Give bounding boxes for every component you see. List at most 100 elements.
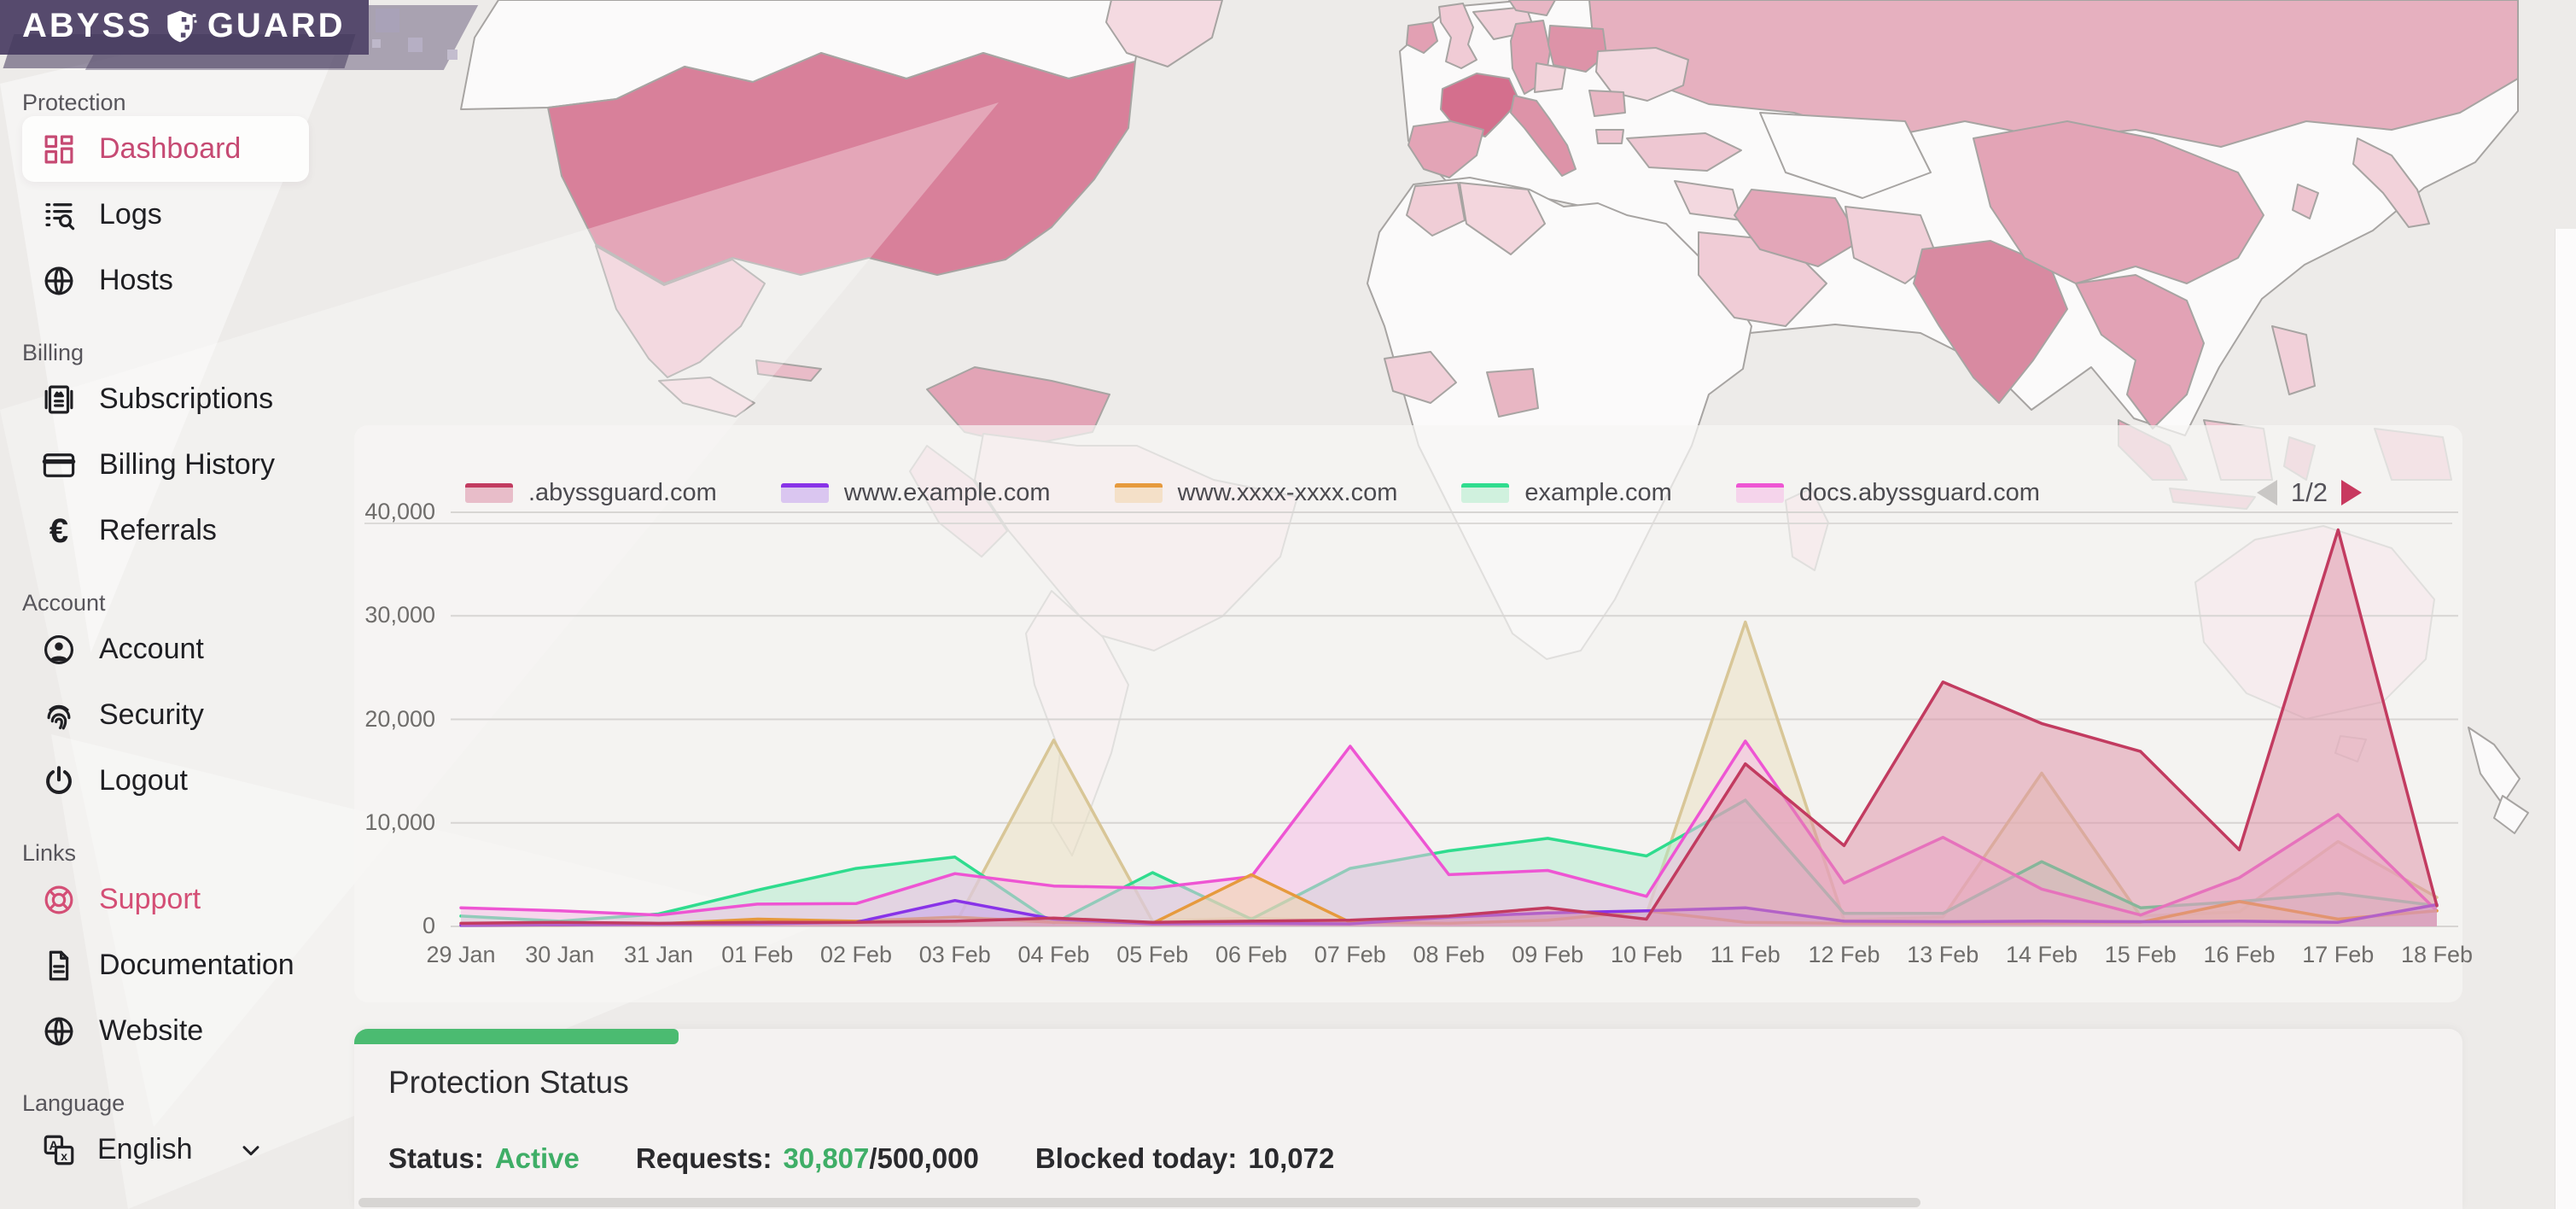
section-label-billing: Billing <box>22 340 85 365</box>
nav-section-links: Links Support Documentation Website <box>22 839 341 1064</box>
legend-item-www-example-com[interactable]: www.example.com <box>780 478 1051 507</box>
sidebar-item-label: Subscriptions <box>99 383 274 415</box>
legend-label: example.com <box>1524 478 1672 506</box>
legend-item-abyssguard-com[interactable]: .abyssguard.com <box>465 479 717 507</box>
legend-item-docs-abyssguard-com[interactable]: docs.abyssguard.com <box>1735 478 2040 507</box>
map-korea <box>2292 184 2319 219</box>
x-tick-label: 14 Feb <box>2005 942 2078 967</box>
logs-icon <box>41 197 77 233</box>
x-tick-label: 31 Jan <box>623 942 694 967</box>
sidebar-nav: Protection Dashboard Logs Hosts Billing Subsc… <box>0 55 341 1183</box>
requests-used: 30,807 <box>783 1142 870 1174</box>
map-india <box>1913 240 2068 404</box>
map-france <box>1440 73 1520 137</box>
map-central-america <box>658 377 755 418</box>
language-selected-value: English <box>97 1133 193 1165</box>
legend-label: docs.abyssguard.com <box>1798 478 2040 506</box>
map-se-asia <box>2075 274 2205 429</box>
credit-card-icon <box>41 447 77 483</box>
x-tick-label: 08 Feb <box>1413 942 1485 967</box>
status-row: Status: Active Requests: 30,807/500,000 … <box>388 1142 1334 1175</box>
blocked-label: Blocked today: <box>1034 1142 1238 1174</box>
pixel-decoration <box>376 9 399 32</box>
shield-icon <box>167 10 197 42</box>
x-tick-label: 04 Feb <box>1017 942 1090 967</box>
power-icon <box>41 763 77 799</box>
document-icon <box>41 948 77 984</box>
legend-swatch <box>780 482 829 503</box>
sidebar-item-label: Logs <box>99 198 162 231</box>
map-italy <box>1510 95 1576 177</box>
legend-item-example-com[interactable]: example.com <box>1461 478 1672 507</box>
map-uk <box>1438 3 1477 69</box>
status-label: Status: <box>388 1142 484 1174</box>
sidebar-item-label: Support <box>99 883 201 915</box>
legend-label: www.example.com <box>843 478 1051 506</box>
map-romania <box>1588 90 1626 117</box>
sidebar-item-referrals[interactable]: € Referrals <box>22 498 309 564</box>
legend-next-icon[interactable] <box>2341 480 2362 505</box>
legend-label: www.xxxx-xxxx.com <box>1177 478 1398 506</box>
legend-pagination: 1/2 <box>2256 463 2362 523</box>
x-tick-label: 12 Feb <box>1808 942 1880 967</box>
sidebar-item-logs[interactable]: Logs <box>22 182 309 248</box>
legend-swatch <box>465 482 513 503</box>
sidebar-item-label: Account <box>99 633 204 665</box>
map-scandinavia <box>1508 0 1556 16</box>
x-tick-label: 09 Feb <box>1512 942 1584 967</box>
map-bulgaria <box>1595 129 1624 144</box>
map-spain <box>1407 120 1484 178</box>
x-tick-label: 13 Feb <box>1907 942 1979 967</box>
sidebar-item-account[interactable]: Account <box>22 616 309 682</box>
brand-name-left: ABYSS <box>22 7 153 44</box>
pixel-decoration <box>447 50 458 60</box>
map-czech-austria <box>1534 62 1566 93</box>
user-icon <box>41 632 77 668</box>
sidebar-item-support[interactable]: Support <box>22 867 309 932</box>
fingerprint-icon <box>41 698 77 733</box>
legend-swatch <box>1461 482 1510 503</box>
sidebar-item-billing-history[interactable]: Billing History <box>22 432 309 498</box>
horizontal-scrollbar[interactable] <box>358 1198 1920 1207</box>
sidebar-item-hosts[interactable]: Hosts <box>22 248 309 313</box>
vertical-scrollbar[interactable] <box>2555 229 2576 1209</box>
requests-total: /500,000 <box>869 1142 979 1174</box>
globe-icon <box>41 1013 77 1049</box>
map-ireland <box>1406 21 1438 54</box>
svg-text:A: A <box>50 1139 59 1153</box>
sidebar-item-security[interactable]: Security <box>22 682 309 748</box>
globe-icon <box>41 263 77 299</box>
map-algeria <box>1459 182 1546 255</box>
legend-prev-icon[interactable] <box>2256 480 2277 505</box>
x-tick-label: 07 Feb <box>1314 942 1386 967</box>
map-west-africa <box>1384 351 1457 404</box>
legend-separator <box>364 523 2452 524</box>
y-tick-label: 20,000 <box>364 705 435 732</box>
x-tick-label: 10 Feb <box>1610 942 1683 967</box>
map-japan <box>2352 137 2430 228</box>
legend-item-www-xxxx-xxxx-com[interactable]: www.xxxx-xxxx.com <box>1114 478 1398 507</box>
status-card-title: Protection Status <box>388 1065 629 1100</box>
section-label-protection: Protection <box>22 90 126 115</box>
map-iran <box>1734 189 1862 267</box>
sidebar-item-dashboard[interactable]: Dashboard <box>22 116 309 182</box>
sidebar-item-website[interactable]: Website <box>22 998 309 1064</box>
map-usa <box>547 52 1136 284</box>
euro-icon: € <box>49 511 69 550</box>
x-tick-label: 06 Feb <box>1215 942 1288 967</box>
legend-swatch <box>1114 482 1163 503</box>
sidebar-item-logout[interactable]: Logout <box>22 748 309 814</box>
sidebar-item-label: Website <box>99 1014 204 1047</box>
sidebar-item-documentation[interactable]: Documentation <box>22 932 309 998</box>
sidebar-item-label: Security <box>99 698 204 731</box>
sidebar-item-label: Hosts <box>99 264 173 296</box>
map-morocco <box>1406 182 1466 237</box>
brand-name-right: GUARD <box>207 7 346 44</box>
sidebar-item-subscriptions[interactable]: Subscriptions <box>22 366 309 432</box>
nav-section-account: Account Account Security Logout <box>22 589 341 814</box>
map-nigeria <box>1486 368 1539 418</box>
legend-label: .abyssguard.com <box>528 478 717 506</box>
x-tick-label: 05 Feb <box>1116 942 1189 967</box>
